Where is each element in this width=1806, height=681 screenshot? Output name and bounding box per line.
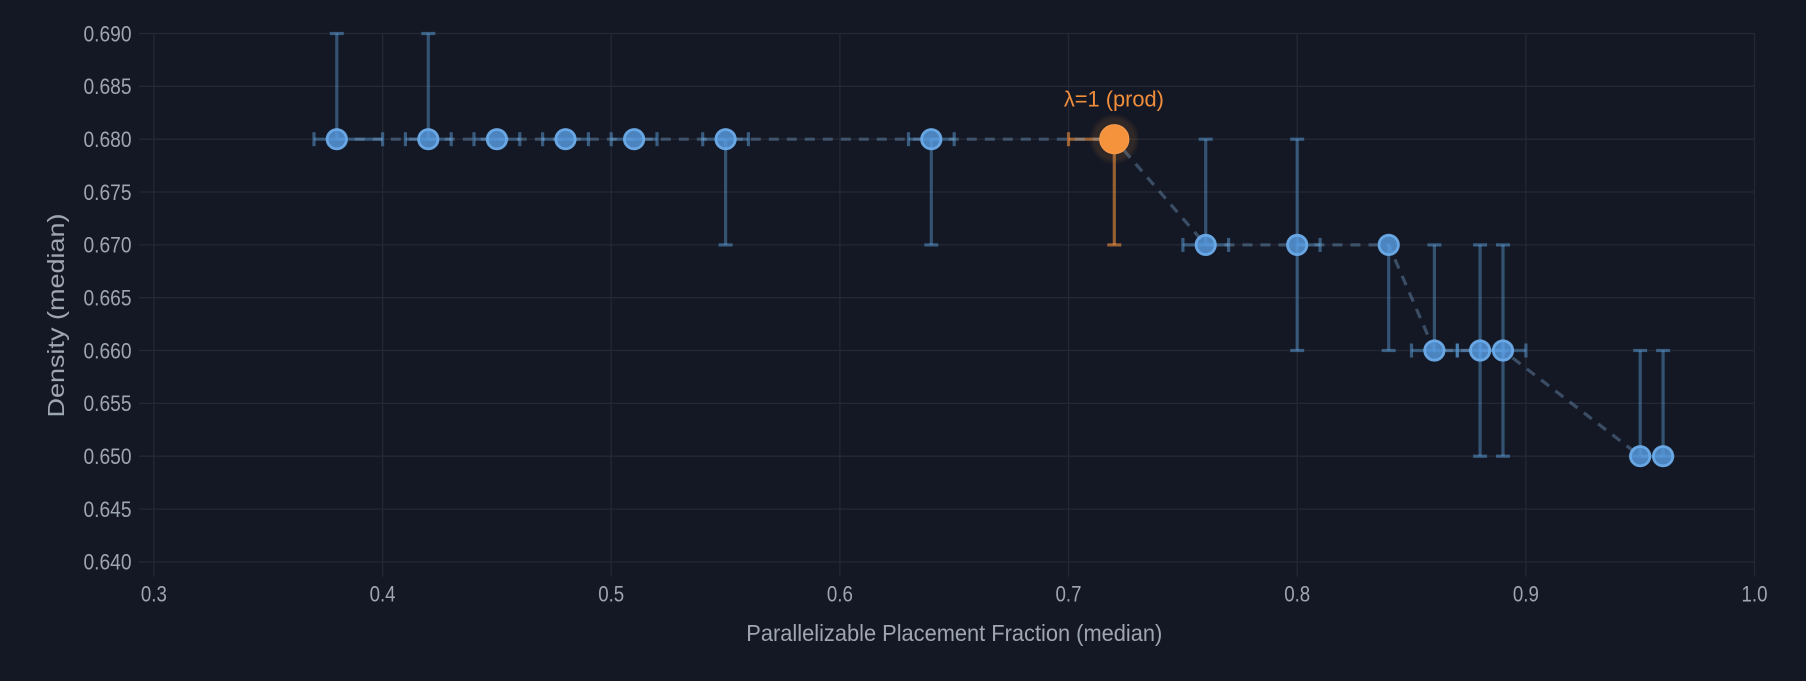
svg-text:0.6: 0.6 xyxy=(827,582,853,607)
svg-text:0.3: 0.3 xyxy=(141,582,167,607)
svg-text:λ=1 (prod): λ=1 (prod) xyxy=(1064,87,1164,112)
svg-text:0.645: 0.645 xyxy=(84,497,132,522)
svg-text:0.5: 0.5 xyxy=(598,582,624,607)
svg-text:Density (median): Density (median) xyxy=(43,214,69,418)
svg-text:0.690: 0.690 xyxy=(84,21,132,46)
svg-text:0.680: 0.680 xyxy=(84,127,132,152)
svg-text:0.4: 0.4 xyxy=(370,582,396,607)
svg-text:0.675: 0.675 xyxy=(84,180,132,205)
svg-text:0.9: 0.9 xyxy=(1513,582,1539,607)
svg-text:0.670: 0.670 xyxy=(84,233,132,258)
svg-text:0.665: 0.665 xyxy=(84,286,132,311)
svg-text:0.655: 0.655 xyxy=(84,391,132,416)
svg-text:0.660: 0.660 xyxy=(84,338,132,363)
svg-text:0.640: 0.640 xyxy=(84,550,132,575)
svg-text:1.0: 1.0 xyxy=(1742,582,1768,607)
svg-text:0.8: 0.8 xyxy=(1284,582,1310,607)
svg-text:Parallelizable Placement Fract: Parallelizable Placement Fraction (media… xyxy=(746,620,1162,646)
svg-text:0.685: 0.685 xyxy=(84,74,132,99)
svg-text:0.7: 0.7 xyxy=(1056,582,1082,607)
svg-text:0.650: 0.650 xyxy=(84,444,132,469)
